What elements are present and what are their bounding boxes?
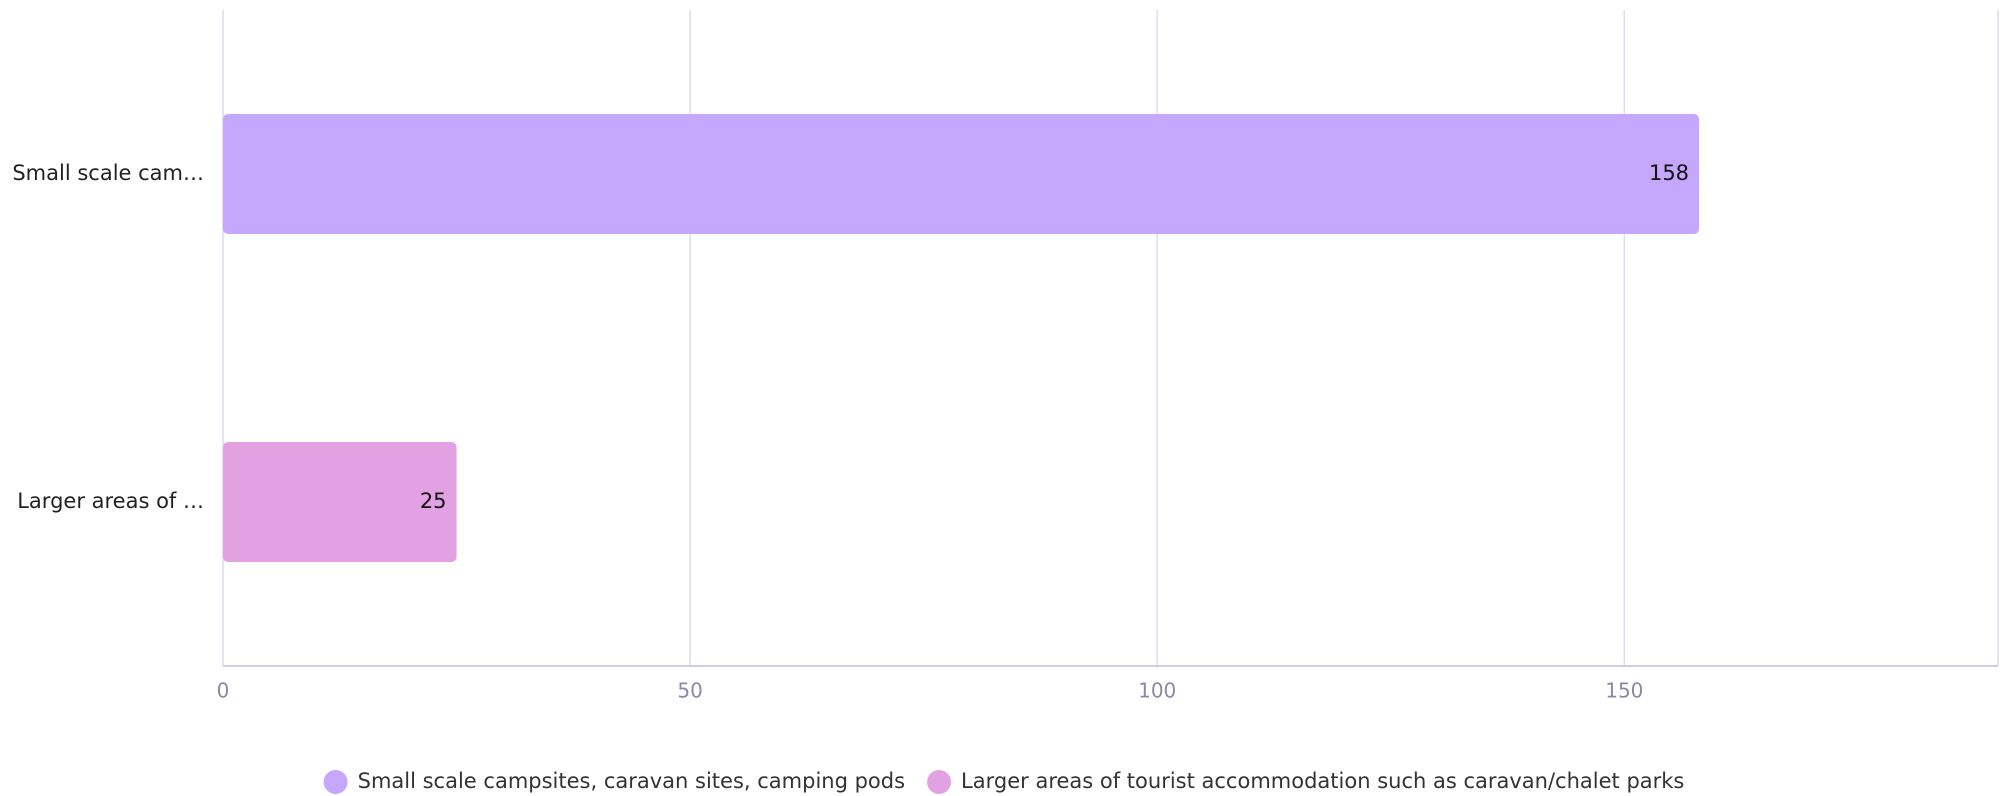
x-tick-label: 0 bbox=[217, 679, 230, 703]
legend-label: Larger areas of tourist accommodation su… bbox=[961, 769, 1684, 793]
legend-swatch bbox=[323, 770, 348, 794]
x-tick-label: 100 bbox=[1138, 679, 1176, 703]
data-label: 158 bbox=[1649, 161, 1689, 185]
y-tick-label: Larger areas of … bbox=[17, 489, 204, 513]
x-tick-label: 150 bbox=[1605, 679, 1643, 703]
data-label: 25 bbox=[420, 489, 447, 513]
legend: Small scale campsites, caravan sites, ca… bbox=[323, 769, 1684, 794]
legend-swatch bbox=[927, 770, 952, 794]
y-tick-label: Small scale cam… bbox=[12, 161, 204, 185]
legend-label: Small scale campsites, caravan sites, ca… bbox=[358, 769, 905, 793]
bar bbox=[223, 114, 1700, 234]
bar bbox=[223, 442, 457, 562]
x-tick-label: 50 bbox=[677, 679, 702, 703]
